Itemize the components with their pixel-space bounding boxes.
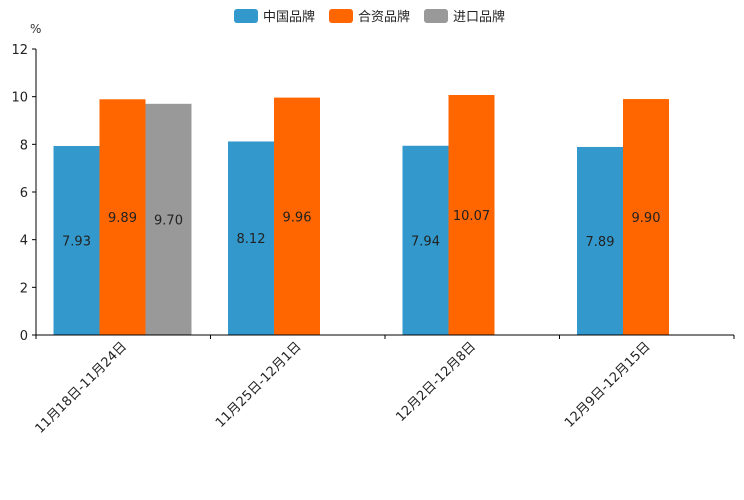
bar (623, 99, 669, 335)
legend-swatch (329, 9, 353, 23)
y-tick-label: 8 (20, 138, 28, 153)
x-tick-label: 12月2日-12月8日 (393, 339, 479, 425)
bar (53, 146, 100, 335)
y-tick-label: 10 (11, 91, 28, 106)
bar (448, 94, 495, 335)
y-tick-label: 4 (20, 234, 28, 249)
legend: 中国品牌 合资品牌 进口品牌 (234, 9, 505, 25)
bar-value-label: 7.94 (411, 234, 440, 249)
bar (577, 146, 623, 335)
y-tick-label: 0 (20, 329, 28, 344)
bar-value-label: 9.89 (108, 211, 137, 226)
y-tick-label: 6 (20, 186, 28, 201)
bars: 7.93 9.89 9.70 8.12 9.96 7.94 10.07 7.89 9.90 (53, 94, 669, 336)
bar (274, 97, 320, 336)
y-axis: 0 2 4 6 8 10 12 (11, 43, 37, 344)
bar-value-label: 8.12 (237, 232, 266, 247)
x-tick-label: 12月9日-12月15日 (562, 339, 654, 431)
bar (402, 145, 449, 335)
x-axis: 11月18日-11月24日 11月25日-12月1日 12月2日-12月8日 12月9… (33, 334, 735, 437)
legend-label: 中国品牌 (263, 9, 315, 25)
bar-value-label: 9.96 (283, 210, 312, 225)
y-tick-label: 2 (20, 281, 28, 296)
bar-value-label: 9.70 (154, 213, 183, 228)
legend-label: 合资品牌 (358, 9, 410, 25)
bar-value-label: 7.93 (62, 235, 91, 250)
y-axis-unit-label: % (30, 22, 41, 36)
bar-value-label: 7.89 (586, 235, 615, 250)
legend-item[interactable]: 合资品牌 (329, 9, 410, 25)
legend-item[interactable]: 中国品牌 (234, 9, 315, 25)
bar (145, 103, 192, 335)
legend-swatch (234, 9, 258, 23)
bar (228, 141, 274, 335)
x-tick-label: 11月18日-11月24日 (33, 339, 130, 436)
legend-item[interactable]: 进口品牌 (424, 9, 505, 25)
bar-value-label: 9.90 (632, 211, 661, 226)
legend-swatch (424, 9, 448, 23)
y-tick-label: 12 (11, 43, 28, 58)
bar (99, 99, 146, 335)
bar-value-label: 10.07 (453, 209, 490, 224)
x-tick-label: 11月25日-12月1日 (213, 339, 305, 431)
legend-label: 进口品牌 (453, 9, 505, 25)
